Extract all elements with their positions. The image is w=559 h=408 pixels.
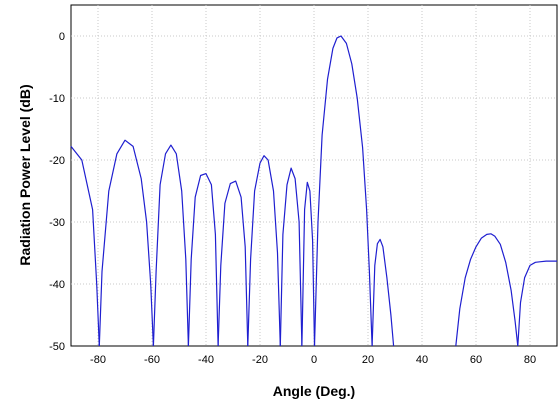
x-tick-label: -40 xyxy=(198,354,214,366)
y-tick-label: -10 xyxy=(49,93,65,105)
pattern-lobe-line xyxy=(455,233,519,347)
y-tick-labels: 0 -10 -20 -30 -40 -50 xyxy=(49,31,65,353)
x-tick-label: 0 xyxy=(311,354,317,366)
y-axis-label: Radiation Power Level (dB) xyxy=(17,84,33,265)
pattern-lobe-line xyxy=(313,35,373,347)
y-tick-label: -40 xyxy=(49,279,65,291)
x-tick-label: -20 xyxy=(252,354,268,366)
pattern-lobe-line xyxy=(517,260,557,347)
x-tick-label: -60 xyxy=(144,354,160,366)
pattern-lobe-line xyxy=(247,155,281,347)
grid-lines xyxy=(71,5,557,346)
x-tick-label: -80 xyxy=(90,354,106,366)
pattern-lobe-line xyxy=(152,144,189,347)
pattern-lobe-line xyxy=(98,139,154,347)
y-tick-label: 0 xyxy=(59,31,65,43)
pattern-lobe-line xyxy=(70,146,100,347)
pattern-lobe-line xyxy=(371,238,395,347)
x-tick-label: 20 xyxy=(362,354,374,366)
y-tick-label: -30 xyxy=(49,217,65,229)
series-lines xyxy=(70,35,557,347)
pattern-lobe-line xyxy=(187,173,219,347)
pattern-lobe-line xyxy=(301,181,316,347)
x-axis-label: Angle (Deg.) xyxy=(273,383,355,399)
x-tick-label: 40 xyxy=(416,354,428,366)
x-tick-label: 80 xyxy=(524,354,536,366)
pattern-lobe-line xyxy=(279,167,303,347)
y-tick-label: -50 xyxy=(49,341,65,353)
x-tick-label: 60 xyxy=(470,354,482,366)
pattern-lobe-line xyxy=(217,180,249,347)
y-tick-label: -20 xyxy=(49,155,65,167)
x-tick-labels: -80 -60 -40 -20 0 20 40 60 80 xyxy=(90,354,536,366)
